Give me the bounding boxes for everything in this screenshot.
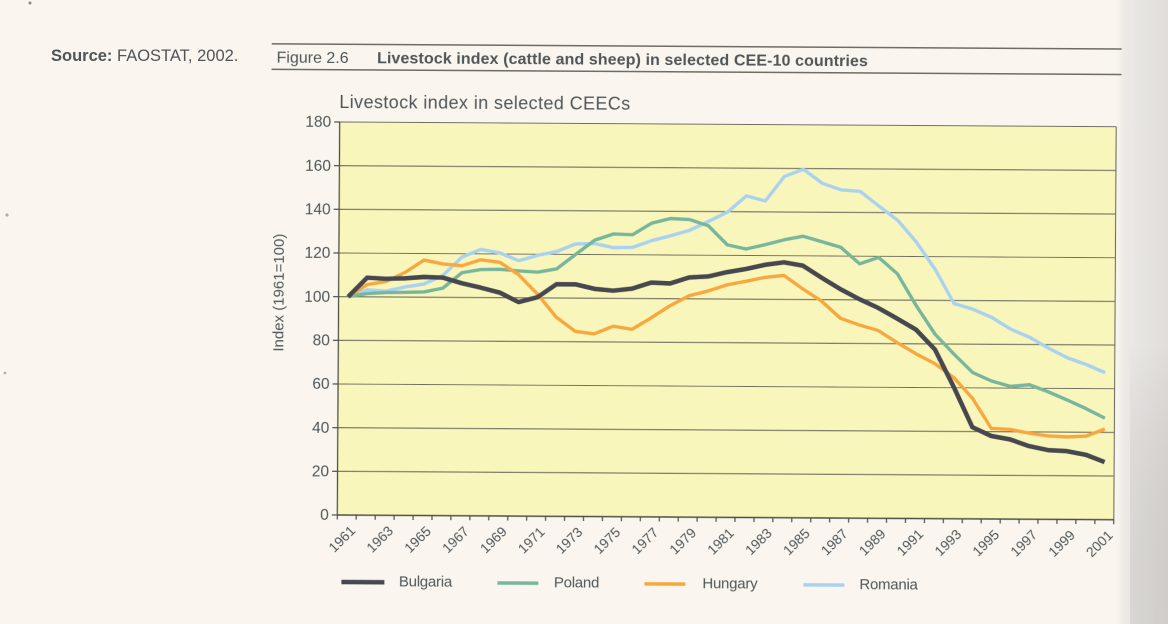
svg-text:Hungary: Hungary — [702, 575, 758, 592]
svg-text:180: 180 — [305, 114, 331, 131]
svg-text:20: 20 — [312, 463, 330, 480]
svg-text:Livestock index in selected CE: Livestock index in selected CEECs — [339, 92, 630, 114]
svg-text:140: 140 — [305, 201, 331, 218]
svg-text:40: 40 — [312, 420, 330, 437]
svg-text:Romania: Romania — [859, 576, 918, 593]
svg-text:160: 160 — [305, 158, 331, 175]
svg-text:Livestock index (cattle and sh: Livestock index (cattle and sheep) in se… — [377, 50, 868, 70]
svg-text:Index (1961=100): Index (1961=100) — [270, 234, 288, 352]
svg-text:80: 80 — [313, 332, 331, 349]
svg-text:60: 60 — [312, 376, 330, 393]
svg-text:0: 0 — [320, 507, 329, 524]
svg-text:120: 120 — [304, 245, 330, 262]
svg-text:Figure 2.6: Figure 2.6 — [277, 50, 349, 67]
svg-text:Source: FAOSTAT, 2002.: Source: FAOSTAT, 2002. — [51, 47, 238, 65]
svg-text:Poland: Poland — [554, 574, 599, 591]
svg-text:Bulgaria: Bulgaria — [399, 573, 453, 590]
svg-text:100: 100 — [304, 289, 330, 306]
